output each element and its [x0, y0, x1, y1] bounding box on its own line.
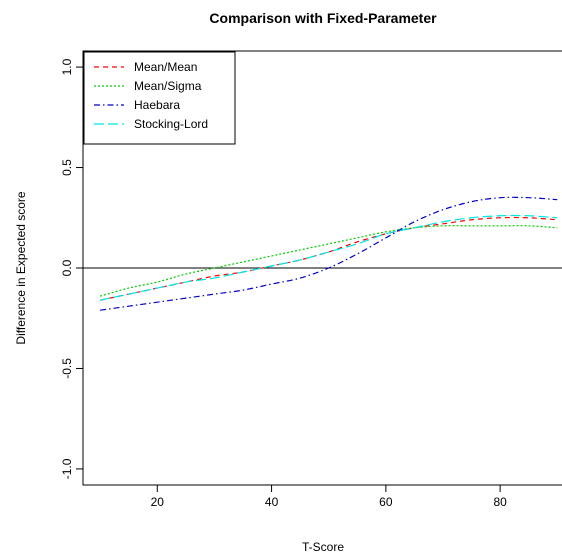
- legend-label-stocking-lord: Stocking-Lord: [134, 117, 208, 131]
- legend-label-haebara: Haebara: [134, 98, 180, 112]
- y-tick-label: 0.0: [60, 259, 74, 276]
- series-line-haebara: [100, 196, 558, 311]
- legend-label-mean-mean: Mean/Mean: [134, 60, 197, 74]
- legend-label-mean-sigma: Mean/Sigma: [134, 79, 202, 93]
- legend-box: [83, 51, 236, 145]
- x-tick-label: 20: [151, 495, 165, 509]
- y-tick-label: -1.0: [60, 458, 74, 479]
- x-tick-label: 80: [493, 495, 507, 509]
- series-line-stocking-lord: [100, 214, 558, 301]
- series-line-mean-mean: [100, 216, 558, 301]
- y-tick-label: -0.5: [60, 358, 74, 379]
- x-axis-label: T-Score: [302, 540, 344, 554]
- y-axis-label: Difference in Expected score: [14, 191, 28, 345]
- x-tick-label: 60: [379, 495, 393, 509]
- y-tick-label: 0.5: [60, 159, 74, 176]
- y-tick-label: 1.0: [60, 58, 74, 75]
- chart-title: Comparison with Fixed-Parameter: [209, 10, 437, 26]
- x-tick-label: 40: [265, 495, 279, 509]
- plot-area: 20 40 60 80 -1.0 -0.5 0.0 0.5 1.0 Mean/Mean Mean/S…: [60, 50, 562, 509]
